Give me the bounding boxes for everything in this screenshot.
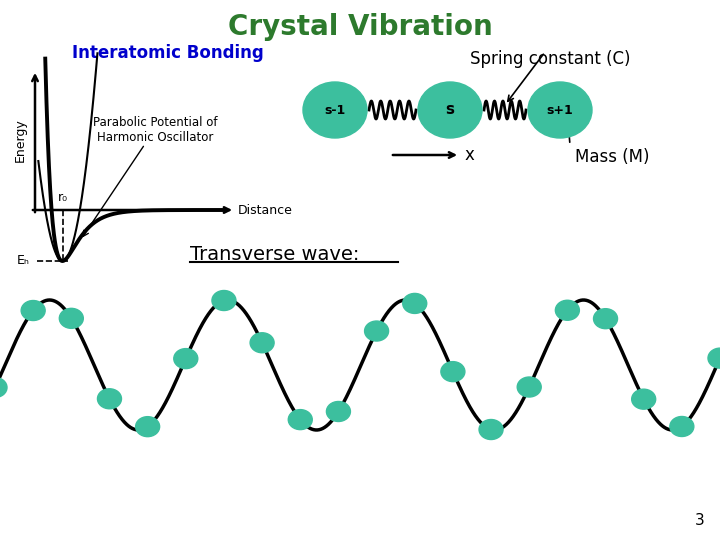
Ellipse shape (528, 82, 592, 138)
Ellipse shape (479, 420, 503, 440)
Text: s: s (446, 103, 454, 118)
Ellipse shape (212, 291, 236, 310)
Text: s+1: s+1 (546, 104, 573, 117)
Ellipse shape (135, 417, 160, 437)
Text: s-1: s-1 (325, 104, 346, 117)
Ellipse shape (59, 308, 84, 328)
Ellipse shape (288, 410, 312, 430)
Ellipse shape (402, 293, 427, 313)
Ellipse shape (418, 82, 482, 138)
Ellipse shape (708, 348, 720, 368)
Ellipse shape (517, 377, 541, 397)
Ellipse shape (326, 402, 351, 422)
Text: r₀: r₀ (58, 191, 68, 204)
Ellipse shape (364, 321, 389, 341)
Ellipse shape (303, 82, 367, 138)
Text: Parabolic Potential of
Harmonic Oscillator: Parabolic Potential of Harmonic Oscillat… (93, 116, 217, 144)
Text: Transverse wave:: Transverse wave: (190, 245, 359, 264)
Text: Distance: Distance (238, 204, 293, 217)
Text: Energy: Energy (14, 118, 27, 162)
Ellipse shape (631, 389, 656, 409)
Ellipse shape (250, 333, 274, 353)
Ellipse shape (441, 362, 465, 382)
Text: x: x (465, 146, 475, 164)
Text: Crystal Vibration: Crystal Vibration (228, 13, 492, 41)
Text: 3: 3 (696, 513, 705, 528)
Ellipse shape (97, 389, 122, 409)
Text: Eₕ: Eₕ (17, 254, 30, 267)
Ellipse shape (555, 300, 580, 320)
Ellipse shape (593, 309, 618, 329)
Text: Spring constant (C): Spring constant (C) (469, 50, 630, 68)
Ellipse shape (21, 301, 45, 321)
Ellipse shape (0, 377, 7, 397)
Ellipse shape (174, 349, 198, 369)
Text: Interatomic Bonding: Interatomic Bonding (72, 44, 264, 62)
Ellipse shape (670, 416, 694, 436)
Text: Mass (M): Mass (M) (575, 148, 649, 166)
